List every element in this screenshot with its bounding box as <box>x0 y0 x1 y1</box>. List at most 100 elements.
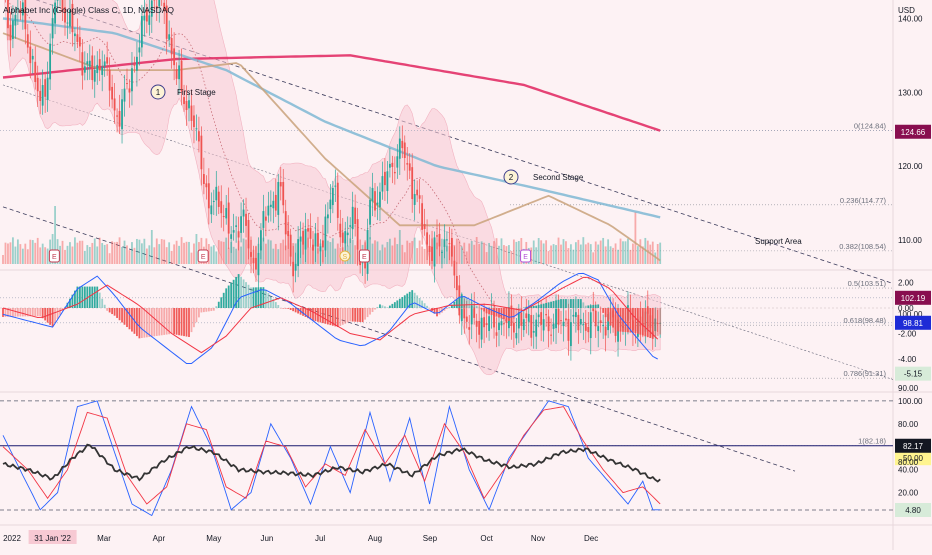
macd-histogram-bar <box>312 308 314 320</box>
macd-histogram-bar <box>456 299 458 308</box>
macd-histogram-bar <box>292 308 294 311</box>
macd-histogram-bar <box>513 308 515 319</box>
candle-body <box>426 232 428 244</box>
volume-bar <box>384 247 386 264</box>
macd-histogram-bar <box>560 299 562 308</box>
candle-body <box>188 100 190 108</box>
macd-last-value-label: -5.15 <box>904 370 923 379</box>
volume-bar <box>188 242 190 264</box>
candle-body <box>12 20 14 39</box>
macd-histogram-bar <box>15 308 17 317</box>
macd-histogram-bar <box>548 302 550 308</box>
volume-bar <box>235 249 237 264</box>
candle-body <box>67 23 69 24</box>
volume-bar <box>62 241 64 264</box>
volume-bar <box>176 241 178 264</box>
macd-histogram-bar <box>201 308 203 312</box>
macd-histogram-bar <box>220 297 222 308</box>
macd-histogram-bar <box>389 306 391 308</box>
volume-bar <box>481 241 483 264</box>
volume-bar <box>563 239 565 264</box>
volume-bar <box>382 245 384 264</box>
macd-histogram-bar <box>238 274 240 308</box>
macd-histogram-bar <box>136 308 138 336</box>
candle-body <box>453 261 455 276</box>
candle-body <box>96 65 98 73</box>
candle-body <box>317 233 319 247</box>
candle-body <box>47 78 49 100</box>
macd-histogram-bar <box>399 299 401 308</box>
macd-histogram-bar <box>446 308 448 309</box>
time-tick-label: 31 Jan '22 <box>34 534 71 543</box>
macd-histogram-bar <box>32 308 34 316</box>
volume-bar <box>493 241 495 264</box>
volume-bar <box>565 241 567 264</box>
stage1-annotation[interactable]: 1 First Stage <box>151 85 216 99</box>
macd-histogram-bar <box>342 308 344 325</box>
candle-body <box>272 201 274 208</box>
volume-bar <box>498 246 500 264</box>
volume-bar <box>600 241 602 264</box>
volume-bar <box>22 249 24 264</box>
candle-body <box>327 214 329 218</box>
macd-histogram-bar <box>590 305 592 308</box>
macd-histogram-bar <box>148 308 150 337</box>
macd-histogram-bar <box>436 308 438 316</box>
stage2-annotation[interactable]: 2 Second Stage <box>504 170 584 184</box>
candle-body <box>178 65 180 79</box>
volume-bar <box>218 240 220 264</box>
candle-body <box>275 195 277 211</box>
volume-bar <box>104 245 106 264</box>
volume-bar <box>389 239 391 264</box>
fib-level-label: 0.382(108.54) <box>839 242 886 251</box>
macd-histogram-bar <box>642 308 644 335</box>
candle-body <box>538 315 540 318</box>
time-tick-label: Oct <box>480 534 493 543</box>
candle-body <box>525 313 527 318</box>
macd-histogram-bar <box>44 308 46 320</box>
volume-bar <box>463 243 465 264</box>
macd-histogram-bar <box>280 308 282 309</box>
macd-histogram-bar <box>337 308 339 327</box>
candle-body <box>513 323 515 333</box>
macd-histogram-bar <box>181 308 183 336</box>
macd-histogram-bar <box>106 308 108 311</box>
candle-body <box>590 312 592 338</box>
candle-body <box>384 172 386 185</box>
macd-histogram-bar <box>600 308 602 309</box>
price-label-text: 98.81 <box>903 319 924 328</box>
candle-body <box>488 316 490 331</box>
candle-body <box>282 182 284 205</box>
macd-histogram-bar <box>379 304 381 308</box>
volume-bar <box>233 247 235 264</box>
macd-tick-label: -2.00 <box>898 330 917 339</box>
macd-histogram-bar <box>491 308 493 315</box>
candle-body <box>213 201 215 202</box>
macd-histogram-bar <box>627 308 629 332</box>
macd-histogram-bar <box>275 302 277 308</box>
macd-histogram-bar <box>377 307 379 308</box>
price-tick-label: 90.00 <box>898 384 919 393</box>
macd-histogram-bar <box>131 308 133 332</box>
volume-bar <box>191 253 193 264</box>
candle-body <box>476 321 478 327</box>
volume-bar <box>124 241 126 264</box>
macd-histogram-bar <box>483 308 485 311</box>
candle-body <box>49 44 51 80</box>
candle-body <box>446 239 448 240</box>
candle-body <box>302 231 304 245</box>
candle-body <box>186 101 188 110</box>
candle-body <box>377 203 379 205</box>
candle-body <box>396 156 398 167</box>
volume-bar <box>171 251 173 264</box>
price-label-text: 102.19 <box>901 294 926 303</box>
volume-bar <box>491 246 493 264</box>
candle-body <box>486 323 488 325</box>
time-tick-label: Jul <box>315 534 325 543</box>
candle-body <box>439 234 441 246</box>
candle-body <box>183 97 185 104</box>
candle-body <box>563 322 565 326</box>
volume-bar <box>458 240 460 264</box>
candle-body <box>307 228 309 231</box>
